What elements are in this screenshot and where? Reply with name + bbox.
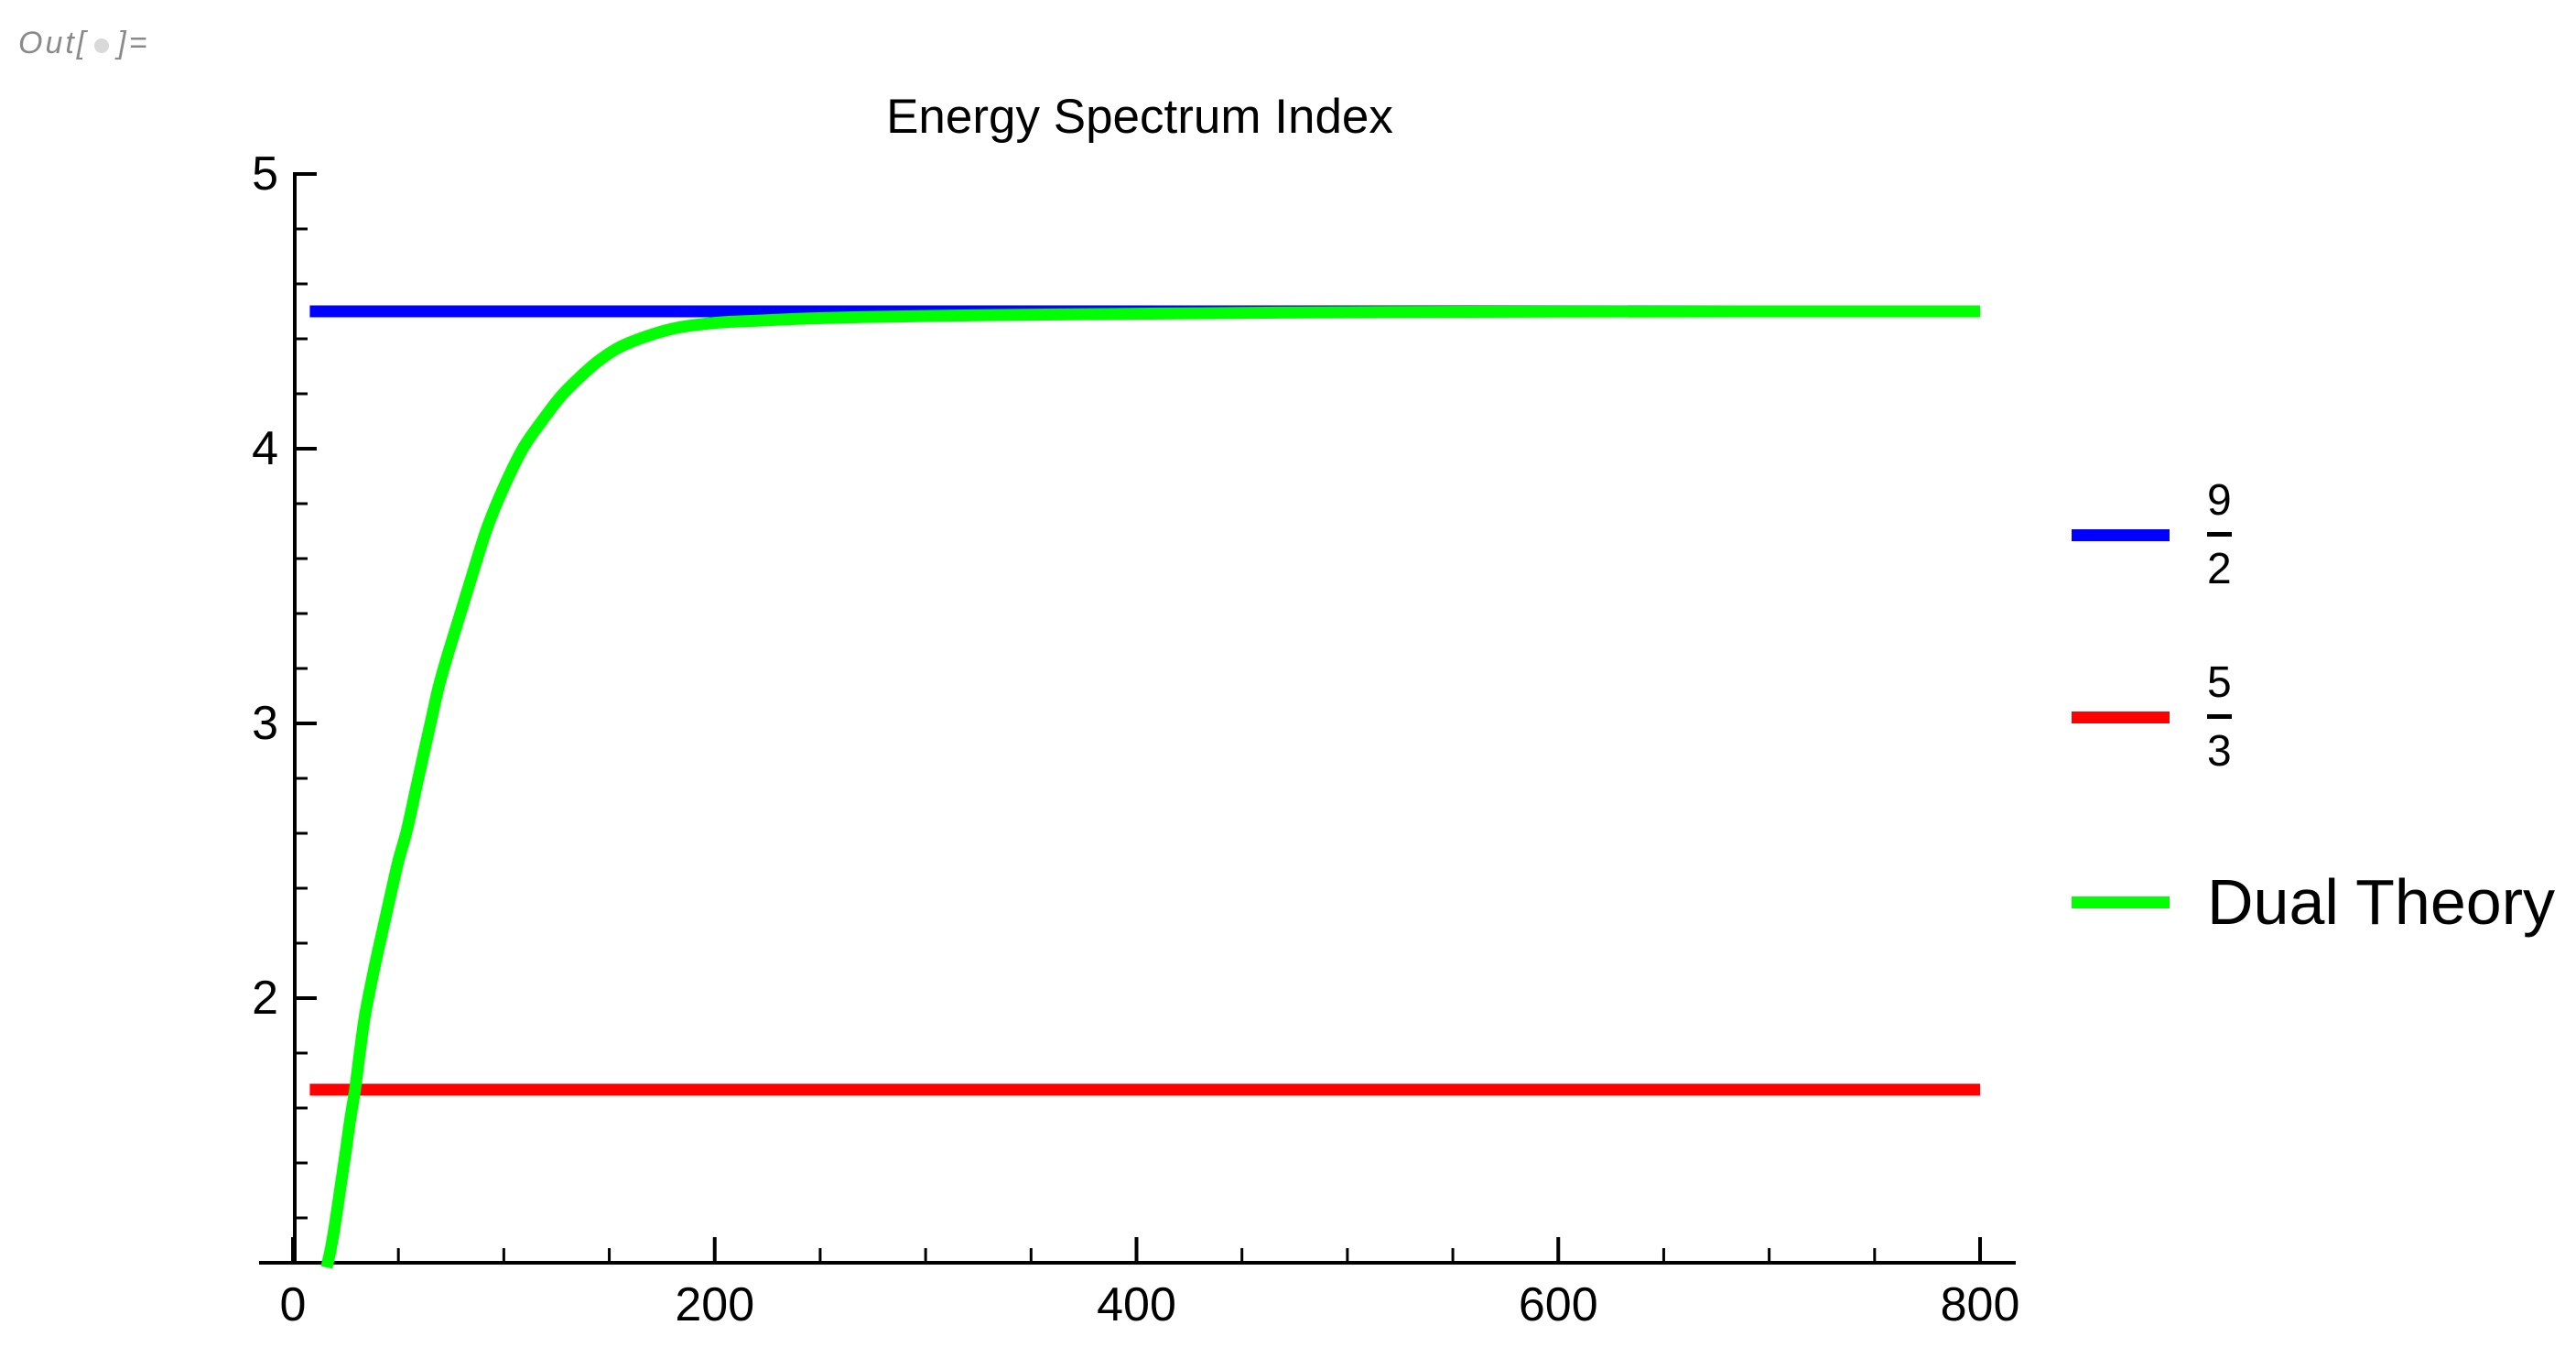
x-tick-label: 200 — [675, 1278, 755, 1331]
legend-swatch-green — [2072, 896, 2170, 908]
y-tick-label: 2 — [252, 972, 278, 1025]
legend-item-9-2: 9 2 — [2072, 479, 2232, 592]
x-tick-label: 400 — [1097, 1278, 1176, 1331]
out-label-prefix: Out[ — [18, 26, 89, 60]
legend-swatch-red — [2072, 712, 2170, 723]
placeholder-bullet-icon — [94, 38, 110, 53]
legend-label-dual-theory: Dual Theory — [2207, 866, 2556, 938]
x-tick-label: 600 — [1518, 1278, 1598, 1331]
fraction-numerator: 5 — [2207, 661, 2232, 719]
y-tick-label: 3 — [252, 697, 278, 750]
x-tick-label: 800 — [1940, 1278, 2020, 1331]
out-label: Out[ ]= — [18, 26, 150, 61]
legend-item-dual-theory: Dual Theory — [2072, 858, 2555, 946]
legend-swatch-blue — [2072, 529, 2170, 541]
chart-title: Energy Spectrum Index — [886, 90, 1393, 144]
fraction-denominator: 3 — [2207, 727, 2232, 776]
x-tick-label: 0 — [279, 1278, 307, 1331]
legend-label-9-2: 9 2 — [2207, 479, 2232, 592]
fraction-denominator: 2 — [2207, 545, 2232, 593]
y-tick-label: 4 — [252, 422, 278, 475]
series-curve-dual-theory — [320, 305, 1981, 1269]
legend-label-5-3: 5 3 — [2207, 661, 2232, 774]
fraction-numerator: 9 — [2207, 479, 2232, 537]
y-tick-label: 5 — [252, 147, 278, 201]
out-label-suffix: ]= — [117, 26, 150, 60]
legend-item-5-3: 5 3 — [2072, 661, 2232, 774]
